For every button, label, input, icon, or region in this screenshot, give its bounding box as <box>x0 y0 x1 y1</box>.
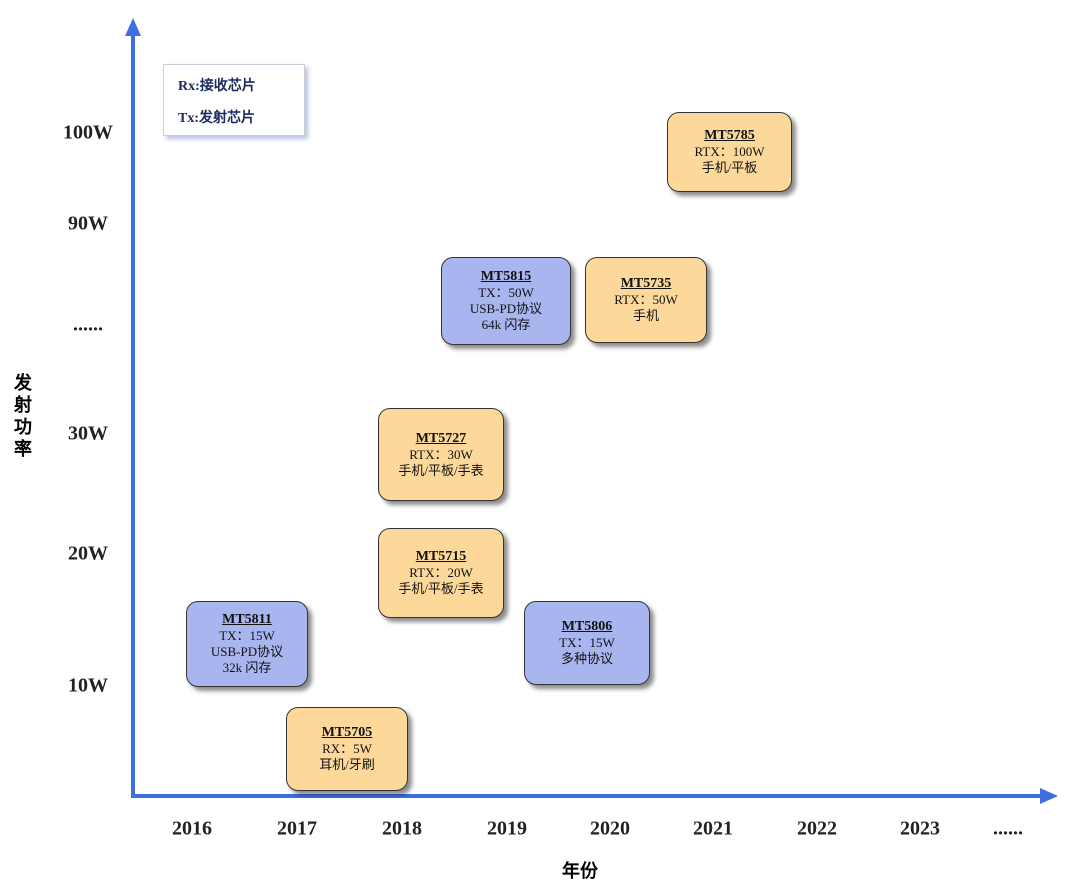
x-tick-label: 2020 <box>590 817 630 840</box>
x-tick-label: ...... <box>993 817 1023 840</box>
product-detail: USB-PD协议 <box>210 644 284 659</box>
y-tick-label: 10W <box>68 674 108 697</box>
legend-item: Tx:发射芯片 <box>178 111 255 126</box>
x-arrow <box>1040 788 1058 804</box>
y-tick-label: 20W <box>68 542 108 565</box>
product-detail: 手机/平板/手表 <box>398 462 484 478</box>
product-detail: RTX：20W <box>409 565 473 580</box>
y-tick-label: 90W <box>68 212 108 235</box>
product-detail: 手机/平板 <box>701 160 758 175</box>
product-box: MT5727 RTX：30W 手机/平板/手表 <box>378 408 504 501</box>
product-box: MT5715 RTX：20W 手机/平板/手表 <box>378 528 504 618</box>
product-box: MT5806 TX：15W 多种协议 <box>524 601 650 685</box>
product-detail: TX：50W <box>478 285 534 300</box>
product-box: MT5735 RTX：50W 手机 <box>585 257 707 343</box>
product-name: MT5727 <box>415 430 467 446</box>
product-detail: RTX：50W <box>614 292 678 307</box>
product-detail: 手机 <box>632 308 659 323</box>
x-axis-title: 年份 <box>562 861 598 881</box>
product-name: MT5815 <box>480 269 532 284</box>
product-name: MT5715 <box>415 549 467 564</box>
product-detail: 64k 闪存 <box>481 317 531 332</box>
product-box: MT5785 RTX：100W 手机/平板 <box>667 112 792 192</box>
x-tick-label: 2023 <box>900 817 940 840</box>
x-tick-label: 2022 <box>797 817 837 840</box>
y-tick-label: 30W <box>68 422 108 445</box>
product-detail: USB-PD协议 <box>469 301 543 316</box>
x-tick-label: 2018 <box>382 817 422 840</box>
product-name: MT5811 <box>222 612 272 627</box>
product-name: MT5735 <box>620 276 672 291</box>
product-name: MT5785 <box>704 128 755 143</box>
product-detail: 耳机/牙刷 <box>319 757 375 772</box>
product-name: MT5705 <box>321 725 373 740</box>
y-tick-label: ...... <box>73 313 103 336</box>
product-detail: TX：15W <box>559 635 615 650</box>
product-detail: RTX：30W <box>409 446 473 462</box>
y-tick-label: 100W <box>63 121 113 144</box>
legend-item: Rx:接收芯片 <box>178 79 256 94</box>
product-box: MT5811 TX：15W USB-PD协议 32k 闪存 <box>186 601 308 687</box>
x-tick-label: 2016 <box>172 817 212 840</box>
product-name: MT5806 <box>561 619 613 634</box>
x-tick-label: 2017 <box>277 817 317 840</box>
product-box: MT5705 RX：5W 耳机/牙刷 <box>286 707 408 791</box>
x-tick-label: 2021 <box>693 817 733 840</box>
product-detail: RTX：100W <box>694 144 765 159</box>
y-axis-title: 发射功率 <box>14 373 32 459</box>
product-detail: RX：5W <box>322 741 372 756</box>
x-tick-label: 2019 <box>487 817 527 840</box>
product-detail: 多种协议 <box>560 651 613 666</box>
product-box: MT5815 TX：50W USB-PD协议 64k 闪存 <box>441 257 571 345</box>
product-detail: 32k 闪存 <box>222 660 272 675</box>
legend: Rx:接收芯片 Tx:发射芯片 <box>163 64 305 136</box>
y-arrow <box>125 18 141 36</box>
product-detail: TX：15W <box>219 628 275 643</box>
product-detail: 手机/平板/手表 <box>398 581 484 596</box>
